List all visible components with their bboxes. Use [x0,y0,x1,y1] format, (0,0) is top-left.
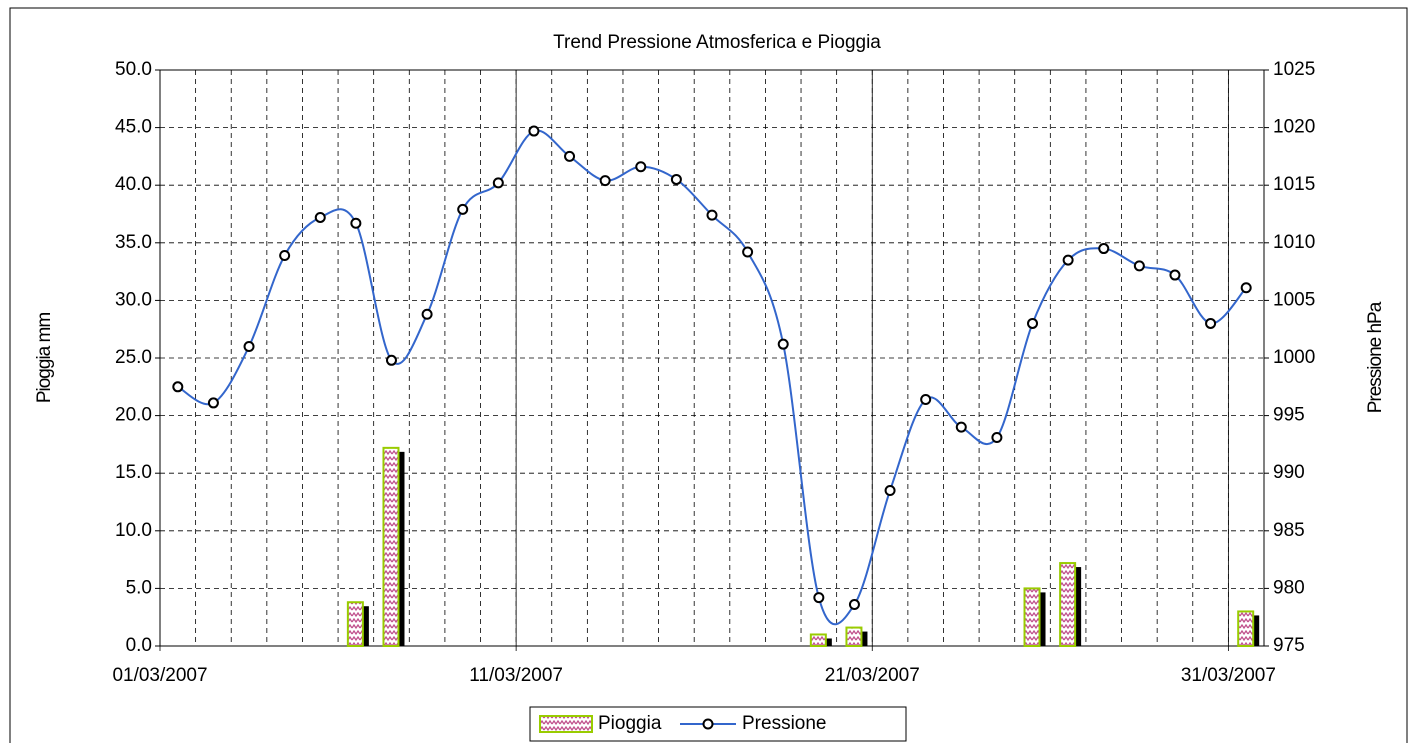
point [528,125,540,137]
point [955,421,967,433]
point [314,211,326,223]
point [884,484,896,496]
legend-swatch [539,715,593,733]
point [1240,282,1252,294]
point [172,381,184,393]
y-tick-label: 15.0 [115,462,152,483]
bar [382,446,400,647]
point [207,397,219,409]
point [350,217,362,229]
point [1062,254,1074,266]
point [492,177,504,189]
point [1027,317,1039,329]
bar [809,633,827,647]
y-tick-label: 40.0 [115,174,152,195]
y-tick-label: 10.0 [115,520,152,541]
y2-tick-label: 985 [1273,520,1305,541]
point [1098,243,1110,255]
point [1169,269,1181,281]
bar [1023,587,1041,648]
y2-tick-label: 1000 [1273,347,1315,368]
y2-axis-title: Pressione hPa [1365,301,1386,413]
point [279,249,291,261]
y2-tick-label: 1020 [1273,117,1315,138]
y-axis-title: Pioggia mm [34,313,55,403]
legend-label: Pioggia [598,713,662,734]
line [177,129,1247,626]
point [742,246,754,258]
legend-label: Pressione [742,713,827,734]
bar-shadow [1253,615,1260,646]
bar [845,626,863,647]
y-tick-label: 5.0 [126,577,152,598]
y2-tick-label: 975 [1273,635,1305,656]
y2-tick-label: 1025 [1273,59,1315,80]
y-tick-label: 35.0 [115,232,152,253]
y2-tick-label: 980 [1273,577,1305,598]
point [920,393,932,405]
y-tick-label: 25.0 [115,347,152,368]
point [243,340,255,352]
point [457,203,469,215]
point [1133,260,1145,272]
point [421,308,433,320]
point [564,150,576,162]
x-tick-label: 01/03/2007 [112,665,207,686]
bar-shadow [825,638,832,646]
y2-tick-label: 990 [1273,462,1305,483]
bar [346,601,364,647]
y2-tick-label: 995 [1273,405,1305,426]
bar-shadow [398,451,405,646]
point [813,592,825,604]
y-tick-label: 30.0 [115,289,152,310]
bar [1059,562,1077,648]
x-tick-label: 31/03/2007 [1181,665,1276,686]
chart-frame [9,7,1408,743]
y-tick-label: 0.0 [126,635,152,656]
point [599,175,611,187]
point [670,173,682,185]
bar-shadow [861,631,868,646]
point [848,599,860,611]
y-tick-label: 50.0 [115,59,152,80]
chart-title: Trend Pressione Atmosferica e Pioggia [553,32,881,53]
y-tick-label: 20.0 [115,405,152,426]
bar-shadow [1075,567,1082,646]
x-tick-label: 11/03/2007 [469,665,563,686]
legend-marker [702,718,714,730]
point [385,354,397,366]
plot-frame [159,69,1265,647]
point [1205,317,1217,329]
bar-shadow [362,606,369,646]
x-tick-label: 21/03/2007 [825,665,920,686]
bar-shadow [1039,592,1046,646]
point [991,431,1003,443]
bar [1237,610,1255,648]
y2-tick-label: 1015 [1273,174,1315,195]
point [777,338,789,350]
point [706,209,718,221]
y-tick-label: 45.0 [115,117,152,138]
y2-tick-label: 1005 [1273,289,1315,310]
y2-tick-label: 1010 [1273,232,1315,253]
point [635,161,647,173]
